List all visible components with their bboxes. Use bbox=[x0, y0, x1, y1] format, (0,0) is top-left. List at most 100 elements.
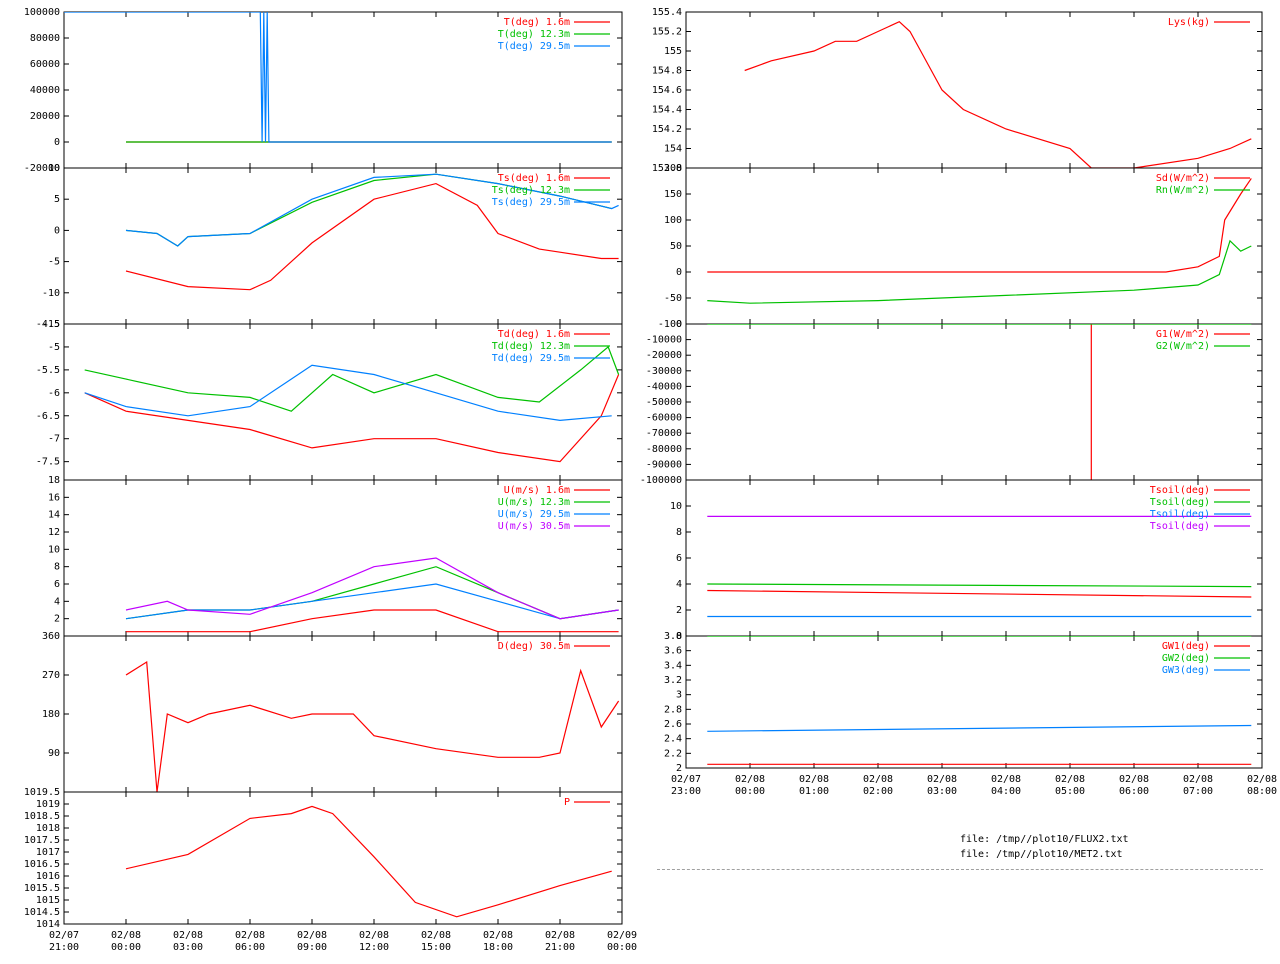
legend-label: GW3(deg) bbox=[1162, 665, 1210, 676]
y-tick-label: 1017.5 bbox=[24, 835, 60, 846]
y-tick-label: -50000 bbox=[646, 397, 682, 408]
series-group bbox=[125, 557, 619, 633]
x-tick-label-time: 03:00 bbox=[927, 786, 957, 797]
legend-label: D(deg) 30.5m bbox=[498, 641, 570, 652]
y-tick-label: 2.8 bbox=[664, 704, 682, 715]
y-tick-label: 10 bbox=[48, 544, 60, 555]
x-tick-label-time: 05:00 bbox=[1055, 786, 1085, 797]
y-tick-label: 154.6 bbox=[652, 85, 682, 96]
legend-label: U(m/s) 12.3m bbox=[498, 497, 570, 508]
x-tick-label-time: 00:00 bbox=[111, 942, 141, 953]
chart-temperature: 100000 80000 60000 40000 20000 0 -20000 T(deg) … bbox=[24, 7, 623, 174]
series-group bbox=[707, 515, 1252, 618]
y-tick-label: 16 bbox=[48, 492, 60, 503]
legend-label: T(deg) 12.3m bbox=[498, 29, 570, 40]
y-tick-label: 14 bbox=[48, 510, 60, 521]
y-tick-label: 1019.5 bbox=[24, 787, 60, 798]
series-line-pressure-0 bbox=[125, 805, 612, 918]
series-line-wind-speed-2 bbox=[125, 583, 619, 620]
y-tick-label: -80000 bbox=[646, 444, 682, 455]
series-group bbox=[125, 173, 619, 291]
y-tick-label: -10000 bbox=[646, 335, 682, 346]
y-tick-label: 10 bbox=[48, 163, 60, 174]
y-tick-label: 3.4 bbox=[664, 660, 682, 671]
legend-label: Ts(deg) 1.6m bbox=[498, 173, 570, 184]
y-tick-label: -90000 bbox=[646, 459, 682, 470]
y-tick-label: 155.4 bbox=[652, 7, 682, 18]
x-tick-label-date: 02/08 bbox=[483, 930, 513, 941]
y-tick-label: 3.6 bbox=[664, 646, 682, 657]
x-tick-label-date: 02/08 bbox=[235, 930, 265, 941]
series-line-surface-temperature-2 bbox=[125, 173, 619, 247]
y-tick-label: -7.5 bbox=[36, 457, 60, 468]
chart-dewpoint: -4.5-5-5.5-6-6.5-7-7.5Td(deg) 1.6mTd(deg… bbox=[36, 319, 623, 481]
x-tick-label-date: 02/08 bbox=[927, 774, 957, 785]
series-line-groundwater-2 bbox=[707, 724, 1252, 732]
series-group bbox=[84, 345, 620, 463]
y-tick-label: 2.4 bbox=[664, 734, 682, 745]
series-line-surface-temperature-0 bbox=[125, 182, 619, 291]
plot-frame bbox=[685, 11, 1263, 169]
x-tick-label-time: 21:00 bbox=[545, 942, 575, 953]
y-tick-label: 0 bbox=[54, 225, 60, 236]
series-line-dewpoint-0 bbox=[84, 374, 620, 463]
x-tick-label-date: 02/08 bbox=[359, 930, 389, 941]
y-tick-label: -70000 bbox=[646, 428, 682, 439]
x-tick-label-time: 08:00 bbox=[1247, 786, 1277, 797]
x-tick-label-time: 21:00 bbox=[49, 942, 79, 953]
y-tick-label: 50 bbox=[670, 241, 682, 252]
x-tick-label-date: 02/08 bbox=[1119, 774, 1149, 785]
y-tick-label: -20000 bbox=[24, 163, 60, 174]
series-group bbox=[64, 12, 612, 143]
series-line-soil-temperature-0 bbox=[707, 589, 1252, 598]
x-tick-label-date: 02/08 bbox=[173, 930, 203, 941]
y-tick-label: 4 bbox=[54, 596, 60, 607]
y-tick-label: -60000 bbox=[646, 413, 682, 424]
x-tick-label-time: 06:00 bbox=[235, 942, 265, 953]
y-tick-label: -5.5 bbox=[36, 365, 60, 376]
x-tick-label-date: 02/08 bbox=[545, 930, 575, 941]
series-line-wind-speed-0 bbox=[126, 609, 619, 633]
y-tick-label: 0 bbox=[676, 319, 682, 330]
legend-label: Tsoil(deg) bbox=[1150, 509, 1210, 520]
y-tick-label: 8 bbox=[54, 562, 60, 573]
y-tick-label: 3 bbox=[676, 690, 682, 701]
y-tick-label: 0 bbox=[676, 267, 682, 278]
x-tick-label-date: 02/08 bbox=[799, 774, 829, 785]
series-group bbox=[707, 636, 1252, 765]
y-tick-label: 2 bbox=[54, 614, 60, 625]
y-tick-label: -6.5 bbox=[36, 411, 60, 422]
x-tick-label-date: 02/08 bbox=[735, 774, 765, 785]
x-tick-label-date: 02/08 bbox=[1183, 774, 1213, 785]
y-tick-label: 154.2 bbox=[652, 124, 682, 135]
legend-label: Td(deg) 12.3m bbox=[492, 341, 570, 352]
y-tick-label: 6 bbox=[54, 579, 60, 590]
series-line-soil-temperature-1 bbox=[707, 583, 1252, 588]
y-tick-label: 1015 bbox=[36, 895, 60, 906]
legend-label: Ts(deg) 29.5m bbox=[492, 197, 570, 208]
series-line-dewpoint-2 bbox=[84, 364, 612, 422]
legend-label: Tsoil(deg) bbox=[1150, 497, 1210, 508]
chart-soil-temperature: 1086420Tsoil(deg)Tsoil(deg)Tsoil(deg)Tso… bbox=[670, 479, 1263, 642]
x-tick-label-time: 00:00 bbox=[607, 942, 637, 953]
legend-label: Ts(deg) 12.3m bbox=[492, 185, 570, 196]
y-tick-label: -10 bbox=[42, 288, 60, 299]
series-group bbox=[125, 805, 612, 918]
y-tick-label: 100000 bbox=[24, 7, 60, 18]
y-tick-label: 270 bbox=[42, 670, 60, 681]
plot-frame bbox=[63, 791, 623, 925]
y-tick-label: 200 bbox=[664, 163, 682, 174]
y-tick-label: -4.5 bbox=[36, 319, 60, 330]
chart-lysimeter: 155.4 155.2 155 154.8 154.6 154.4 154.2 154 153.… bbox=[652, 7, 1263, 174]
y-tick-label: 1014.5 bbox=[24, 907, 60, 918]
x-tick-label-time: 07:00 bbox=[1183, 786, 1213, 797]
y-tick-label: -15 bbox=[42, 319, 60, 330]
series-line-wind-direction-0 bbox=[125, 660, 620, 792]
chart-wind-direction: 360 270 180 90 D(deg) 30.5m bbox=[42, 631, 623, 793]
y-tick-label: 1016 bbox=[36, 871, 60, 882]
series-group bbox=[707, 324, 1252, 480]
y-tick-label: -20000 bbox=[646, 350, 682, 361]
legend-label: Lys(kg) bbox=[1168, 17, 1210, 28]
